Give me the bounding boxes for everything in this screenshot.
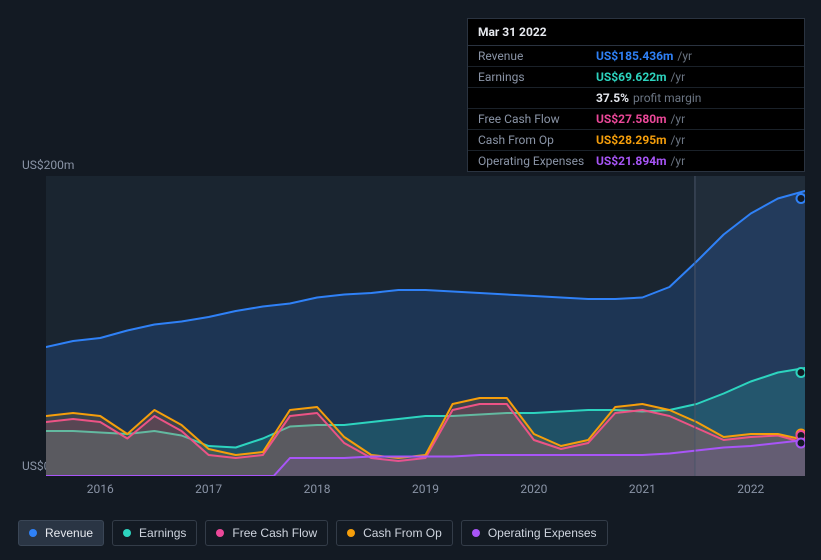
legend-item[interactable]: Free Cash Flow xyxy=(205,520,328,546)
legend-dot-icon xyxy=(347,529,355,537)
tooltip-row: Operating ExpensesUS$21.894m/yr xyxy=(468,151,804,171)
legend-item[interactable]: Earnings xyxy=(112,520,197,546)
x-tick: 2020 xyxy=(520,482,547,496)
tooltip-unit: /yr xyxy=(670,133,685,147)
x-tick: 2017 xyxy=(195,482,222,496)
tooltip-label: Operating Expenses xyxy=(478,154,596,168)
legend-item[interactable]: Operating Expenses xyxy=(461,520,608,546)
tooltip-date: Mar 31 2022 xyxy=(468,19,804,46)
x-tick: 2018 xyxy=(304,482,331,496)
x-tick: 2022 xyxy=(737,482,764,496)
y-axis-top-label: US$200m xyxy=(22,158,74,172)
legend-label: Free Cash Flow xyxy=(232,526,317,540)
chart-area: US$200m US$0 201620172018201920202021202… xyxy=(16,160,805,515)
x-axis: 2016 2017 2018 2019 2020 2021 2022 xyxy=(46,482,805,500)
tooltip-unit: /yr xyxy=(670,112,685,126)
tooltip-value: US$185.436m xyxy=(596,49,673,63)
tooltip-value: US$27.580m xyxy=(596,112,666,126)
tooltip-unit: /yr xyxy=(670,154,685,168)
x-tick: 2019 xyxy=(412,482,439,496)
tooltip-value: US$21.894m xyxy=(596,154,666,168)
legend-label: Revenue xyxy=(45,526,93,540)
legend-dot-icon xyxy=(123,529,131,537)
tooltip-value: US$28.295m xyxy=(596,133,666,147)
chart-tooltip: Mar 31 2022 RevenueUS$185.436m/yrEarning… xyxy=(467,18,805,172)
legend-label: Operating Expenses xyxy=(488,526,597,540)
tooltip-rows: RevenueUS$185.436m/yrEarningsUS$69.622m/… xyxy=(468,46,804,171)
tooltip-label: Revenue xyxy=(478,49,596,63)
chart-plot[interactable] xyxy=(46,176,805,476)
tooltip-row: EarningsUS$69.622m/yr xyxy=(468,67,804,88)
chart-svg xyxy=(46,176,805,476)
tooltip-label: Free Cash Flow xyxy=(478,112,596,126)
x-tick: 2021 xyxy=(629,482,656,496)
legend-label: Cash From Op xyxy=(363,526,442,540)
legend-label: Earnings xyxy=(139,526,186,540)
legend-dot-icon xyxy=(216,529,224,537)
tooltip-row: Cash From OpUS$28.295m/yr xyxy=(468,130,804,151)
tooltip-label: Cash From Op xyxy=(478,133,596,147)
tooltip-row: 37.5% profit margin xyxy=(468,88,804,109)
x-tick: 2016 xyxy=(87,482,114,496)
tooltip-value: US$69.622m xyxy=(596,70,666,84)
chart-legend: Revenue Earnings Free Cash Flow Cash From O… xyxy=(18,520,608,546)
tooltip-unit: /yr xyxy=(670,70,685,84)
tooltip-row: RevenueUS$185.436m/yr xyxy=(468,46,804,67)
tooltip-unit: /yr xyxy=(677,49,692,63)
tooltip-extra: profit margin xyxy=(633,91,701,105)
tooltip-label: Earnings xyxy=(478,70,596,84)
financials-chart-panel: Mar 31 2022 RevenueUS$185.436m/yrEarning… xyxy=(0,0,821,560)
legend-item[interactable]: Cash From Op xyxy=(336,520,453,546)
legend-dot-icon xyxy=(29,529,37,537)
tooltip-row: Free Cash FlowUS$27.580m/yr xyxy=(468,109,804,130)
legend-dot-icon xyxy=(472,529,480,537)
legend-item[interactable]: Revenue xyxy=(18,520,104,546)
tooltip-value: 37.5% xyxy=(596,91,629,105)
tooltip-label xyxy=(478,91,596,105)
